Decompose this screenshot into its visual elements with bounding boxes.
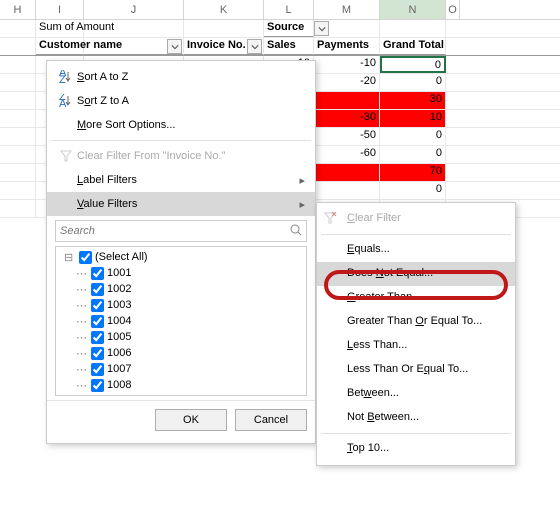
more-sort-options[interactable]: More Sort Options... xyxy=(47,113,315,137)
sum-of-amount-label: Sum of Amount xyxy=(36,20,84,37)
chevron-right-icon: ▸ xyxy=(293,198,305,211)
not-between-item[interactable]: Not Between... xyxy=(317,406,515,430)
search-icon xyxy=(289,223,303,240)
payments-cell[interactable]: -10 xyxy=(314,56,380,73)
value-filters[interactable]: Value Filters ▸ xyxy=(47,192,315,216)
does-not-equal-item[interactable]: Does Not Equal... xyxy=(317,262,515,286)
clear-filter-from: Clear Filter From "Invoice No." xyxy=(47,144,315,168)
payments-cell[interactable] xyxy=(314,182,380,199)
chevron-right-icon: ▸ xyxy=(293,174,305,187)
source-dropdown-icon[interactable] xyxy=(314,21,329,36)
filter-item[interactable]: ⋯1001 xyxy=(58,265,304,281)
sales-header: Sales xyxy=(264,38,314,55)
svg-text:Z: Z xyxy=(59,74,66,84)
filter-item-checkbox[interactable] xyxy=(91,379,104,392)
sort-za-icon: ZA xyxy=(55,94,77,108)
col-header-K[interactable]: K xyxy=(184,0,264,19)
filter-item-checkbox[interactable] xyxy=(91,299,104,312)
source-field-header[interactable]: Source xyxy=(264,20,314,37)
column-header-row: H I J K L M N O xyxy=(0,0,560,20)
filter-item-checkbox[interactable] xyxy=(91,363,104,376)
filter-item[interactable]: ⋯1004 xyxy=(58,313,304,329)
select-all-checkbox[interactable] xyxy=(79,251,92,264)
customer-name-header[interactable]: Customer name xyxy=(36,38,84,55)
invoice-header[interactable]: Invoice No. xyxy=(184,38,264,55)
payments-cell[interactable]: -30 xyxy=(314,110,380,127)
total-cell[interactable]: 0 xyxy=(380,182,446,199)
col-header-J[interactable]: J xyxy=(84,0,184,19)
svg-text:A: A xyxy=(59,98,67,108)
payments-cell[interactable] xyxy=(314,164,380,181)
total-cell[interactable]: 0 xyxy=(380,128,446,145)
payments-cell[interactable] xyxy=(314,92,380,109)
value-filters-submenu: Clear Filter Equals... Does Not Equal...… xyxy=(316,202,516,466)
grandtotal-header: Grand Total xyxy=(380,38,446,55)
payments-cell[interactable]: -20 xyxy=(314,74,380,91)
less-than-or-equal-item[interactable]: Less Than Or Equal To... xyxy=(317,358,515,382)
greater-than-or-equal-item[interactable]: Greater Than Or Equal To... xyxy=(317,310,515,334)
filter-item[interactable]: ⋯1003 xyxy=(58,297,304,313)
sort-a-to-z[interactable]: AZ Sort A to Z xyxy=(47,65,315,89)
top-10-item[interactable]: Top 10... xyxy=(317,437,515,461)
filter-item-checkbox[interactable] xyxy=(91,283,104,296)
search-input[interactable] xyxy=(55,220,307,242)
greater-than-item[interactable]: Greater Than... xyxy=(317,286,515,310)
total-cell[interactable]: 0 xyxy=(380,74,446,91)
ok-button[interactable]: OK xyxy=(155,409,227,431)
filter-item[interactable]: ⋯1007 xyxy=(58,361,304,377)
cancel-button[interactable]: Cancel xyxy=(235,409,307,431)
invoice-dropdown-icon[interactable] xyxy=(247,39,262,54)
col-header-I[interactable]: I xyxy=(36,0,84,19)
pivot-header-row-1: Sum of Amount Source xyxy=(0,20,560,38)
filter-item[interactable]: ⋯1005 xyxy=(58,329,304,345)
funnel-clear-icon xyxy=(55,149,77,163)
col-header-L[interactable]: L xyxy=(264,0,314,19)
filter-item[interactable]: ⋯1006 xyxy=(58,345,304,361)
clear-filter-item: Clear Filter xyxy=(317,207,515,231)
filter-item-checkbox[interactable] xyxy=(91,315,104,328)
payments-cell[interactable]: -50 xyxy=(314,128,380,145)
filter-item[interactable]: ⋯1002 xyxy=(58,281,304,297)
select-all-item[interactable]: ⊟(Select All) xyxy=(58,249,304,265)
filter-dropdown-menu: AZ Sort A to Z ZA Sort Z to A More Sort … xyxy=(46,60,316,444)
total-cell[interactable]: 10 xyxy=(380,110,446,127)
filter-checkbox-list[interactable]: ⊟(Select All) ⋯1001⋯1002⋯1003⋯1004⋯1005⋯… xyxy=(55,246,307,396)
filter-item-checkbox[interactable] xyxy=(91,331,104,344)
col-header-N[interactable]: N xyxy=(380,0,446,19)
col-header-H[interactable]: H xyxy=(0,0,36,19)
col-header-O[interactable]: O xyxy=(446,0,460,19)
payments-header: Payments xyxy=(314,38,380,55)
total-cell[interactable]: 30 xyxy=(380,92,446,109)
col-header-M[interactable]: M xyxy=(314,0,380,19)
customer-dropdown-icon[interactable] xyxy=(167,39,182,54)
filter-item-checkbox[interactable] xyxy=(91,267,104,280)
funnel-clear-icon xyxy=(323,211,337,228)
less-than-item[interactable]: Less Than... xyxy=(317,334,515,358)
between-item[interactable]: Between... xyxy=(317,382,515,406)
total-cell[interactable]: 70 xyxy=(380,164,446,181)
equals-item[interactable]: Equals... xyxy=(317,238,515,262)
sort-z-to-a[interactable]: ZA Sort Z to A xyxy=(47,89,315,113)
filter-item-checkbox[interactable] xyxy=(91,347,104,360)
total-cell[interactable]: 0 xyxy=(380,146,446,163)
payments-cell[interactable]: -60 xyxy=(314,146,380,163)
filter-search-box[interactable] xyxy=(55,220,307,242)
customer-dropdown[interactable] xyxy=(84,38,184,55)
filter-item[interactable]: ⋯1008 xyxy=(58,377,304,393)
total-cell[interactable]: 0 xyxy=(380,56,446,73)
label-filters[interactable]: Label Filters ▸ xyxy=(47,168,315,192)
sort-az-icon: AZ xyxy=(55,70,77,84)
pivot-header-row-2: Customer name Invoice No. Sales Payments… xyxy=(0,38,560,56)
